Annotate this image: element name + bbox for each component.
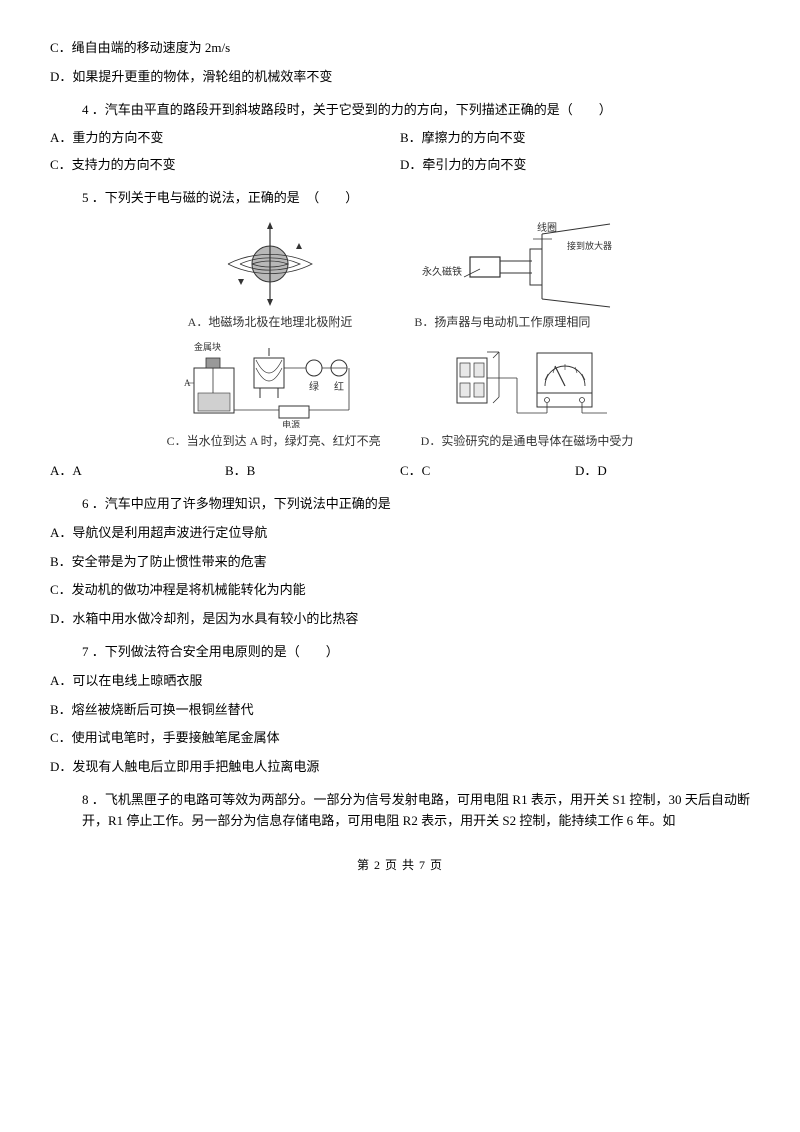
q5-capA: A．地磁场北极在地理北极附近 xyxy=(188,313,353,332)
page: C．绳自由端的移动速度为 2m/s D．如果提升更重的物体，滑轮组的机械效率不变… xyxy=(0,0,800,895)
q7-optC: C．使用试电笔时，手要接触笔尾金属体 xyxy=(50,728,750,749)
q5-capC: C．当水位到达 A 时，绿灯亮、红灯不亮 xyxy=(167,432,381,451)
q5-optD: D．D xyxy=(575,461,750,482)
q5-figure: A．地磁场北极在地理北极附近 线圈 接到放大器 永久磁铁 B． xyxy=(120,219,680,451)
q5-capD: D．实验研究的是通电导体在磁场中受力 xyxy=(421,432,634,451)
q4-optC: C．支持力的方向不变 xyxy=(50,155,400,176)
q5-optA: A．A xyxy=(50,461,225,482)
q5-c-label4: 电源 xyxy=(282,419,300,428)
svg-text:A: A xyxy=(184,378,191,388)
q6-optD: D．水箱中用水做冷却剂，是因为水具有较小的比热容 xyxy=(50,609,750,630)
page-footer: 第 2 页 共 7 页 xyxy=(50,856,750,875)
q6-optB: B．安全带是为了防止惯性带来的危害 xyxy=(50,552,750,573)
q5-c-label2: 红 xyxy=(334,380,344,393)
q6-optA: A．导航仪是利用超声波进行定位导航 xyxy=(50,523,750,544)
q4-optB: B．摩擦力的方向不变 xyxy=(400,128,750,149)
q6-stem: 6 ．汽车中应用了许多物理知识，下列说法中正确的是 xyxy=(82,494,750,515)
q5-row1: A．地磁场北极在地理北极附近 线圈 接到放大器 永久磁铁 B． xyxy=(120,219,680,332)
q5-options: A．A B．B C．C D．D xyxy=(50,461,750,482)
prev-option-d: D．如果提升更重的物体，滑轮组的机械效率不变 xyxy=(50,67,750,88)
q7-optA: A．可以在电线上晾晒衣服 xyxy=(50,671,750,692)
q7-stem: 7 ．下列做法符合安全用电原则的是（ ） xyxy=(82,642,750,663)
q5-cellA: A．地磁场北极在地理北极附近 xyxy=(188,219,353,332)
q5-svgA xyxy=(190,219,350,309)
q5-cellB: 线圈 接到放大器 永久磁铁 B．扬声器与电动机工作原理相同 xyxy=(392,219,612,332)
q7-optB: B．熔丝被烧断后可换一根铜丝替代 xyxy=(50,700,750,721)
q6-optC: C．发动机的做功冲程是将机械能转化为内能 xyxy=(50,580,750,601)
q4-optA: A．重力的方向不变 xyxy=(50,128,400,149)
prev-option-c: C．绳自由端的移动速度为 2m/s xyxy=(50,38,750,59)
q5-optC: C．C xyxy=(400,461,575,482)
q4-row1: A．重力的方向不变 B．摩擦力的方向不变 xyxy=(50,128,750,149)
q5-svgB: 线圈 接到放大器 永久磁铁 xyxy=(392,219,612,309)
q5-c-label3: 绿 xyxy=(309,380,319,393)
q4-optD: D．牵引力的方向不变 xyxy=(400,155,750,176)
q5-row2: 金属块 A 绿 红 xyxy=(120,338,680,451)
q5-cellC: 金属块 A 绿 红 xyxy=(167,338,381,451)
q5-b-label-mag: 永久磁铁 xyxy=(422,265,462,278)
q4-row2: C．支持力的方向不变 D．牵引力的方向不变 xyxy=(50,155,750,176)
q5-stem: 5 ．下列关于电与磁的说法，正确的是 （ ） xyxy=(82,188,750,209)
q5-svgD xyxy=(437,338,617,428)
q8-stem: 8 ．飞机黑匣子的电路可等效为两部分。一部分为信号发射电路，可用电阻 R1 表示… xyxy=(82,790,750,832)
q5-b-label-amp: 接到放大器 xyxy=(567,240,612,251)
q5-svgC: 金属块 A 绿 红 xyxy=(184,338,364,428)
q5-optB: B．B xyxy=(225,461,400,482)
q5-c-label1: 金属块 xyxy=(194,341,221,352)
q5-capB: B．扬声器与电动机工作原理相同 xyxy=(414,313,590,332)
q7-optD: D．发现有人触电后立即用手把触电人拉离电源 xyxy=(50,757,750,778)
q4-stem: 4 ．汽车由平直的路段开到斜坡路段时，关于它受到的力的方向，下列描述正确的是（ … xyxy=(82,100,750,121)
q5-cellD: D．实验研究的是通电导体在磁场中受力 xyxy=(421,338,634,451)
